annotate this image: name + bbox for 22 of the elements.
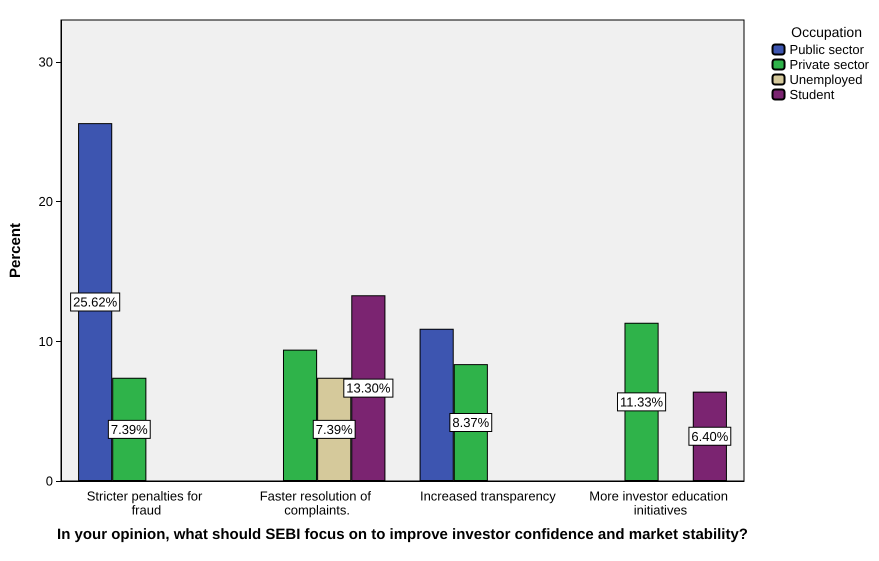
data-label: 7.39% [110, 422, 148, 437]
y-axis-title: Percent [7, 222, 24, 278]
data-label: 25.62% [73, 294, 118, 310]
y-tick-label: 20 [38, 194, 53, 210]
data-label: 8.37% [452, 415, 490, 430]
data-label: 6.40% [691, 428, 729, 444]
data-label: 13.30% [346, 380, 391, 396]
data-label: 7.39% [316, 422, 354, 437]
legend-label: Student [790, 87, 835, 102]
x-tick-label: Faster resolution of complaints. [260, 488, 375, 518]
legend-label: Public sector [790, 42, 865, 57]
x-tick-label: Increased transparency [420, 488, 556, 504]
y-tick-label: 10 [38, 334, 53, 349]
x-axis-title: In your opinion, what should SEBI focus on to improve investor confidence and market stability? [57, 526, 748, 543]
data-label: 11.33% [620, 394, 664, 410]
legend-label: Private sector [790, 57, 870, 72]
x-tick-label: More investor education initiatives [589, 488, 728, 518]
x-tick-label: Stricter penalties for fraud [86, 488, 206, 518]
y-tick-label: 30 [38, 54, 53, 70]
legend-label: Unemployed [790, 72, 863, 87]
y-tick-label: 0 [46, 474, 53, 488]
legend-title: Occupation [791, 24, 862, 40]
